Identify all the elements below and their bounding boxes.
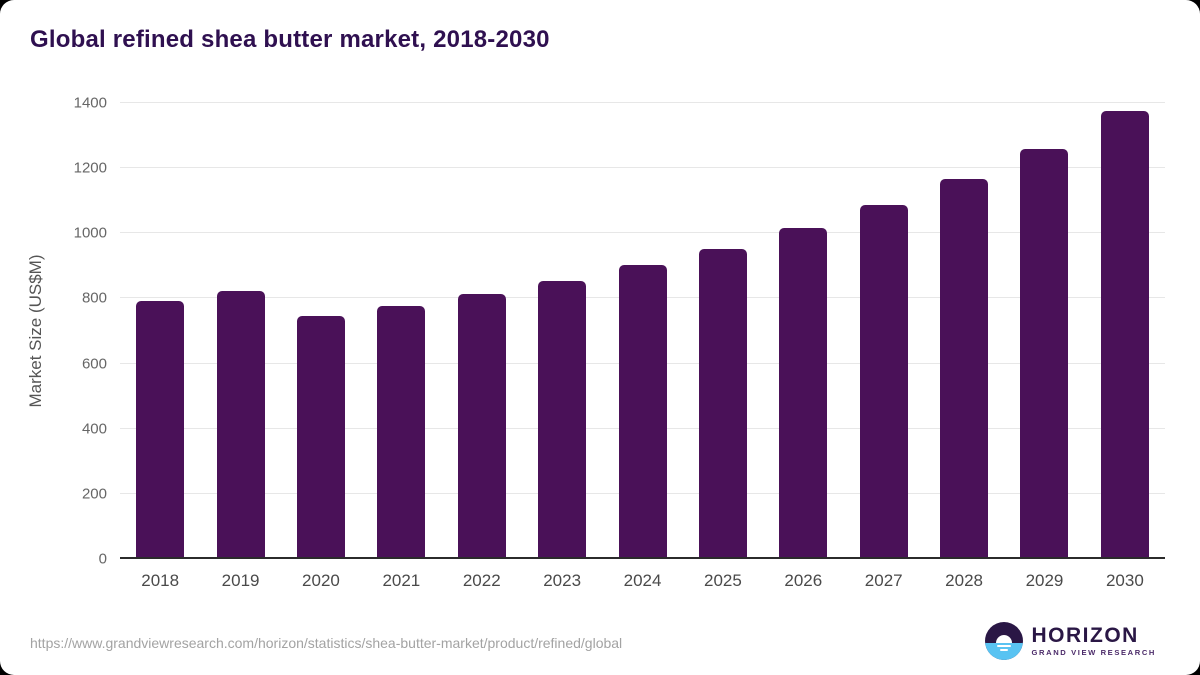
source-url: https://www.grandviewresearch.com/horizo… — [30, 635, 623, 651]
bar-column: 2019 — [200, 103, 280, 590]
x-tick-label: 2021 — [382, 571, 421, 590]
bar-column: 2022 — [442, 103, 522, 590]
y-tick-label: 1000 — [73, 224, 107, 242]
gridline — [120, 102, 1165, 103]
bar-2024 — [618, 264, 667, 559]
bar-2025 — [698, 248, 747, 559]
gridline — [120, 167, 1165, 169]
logo-text: HORIZON GRAND VIEW RESEARCH — [1032, 625, 1156, 657]
bar-column: 2028 — [924, 103, 1004, 590]
bar-2030 — [1100, 111, 1149, 559]
bar-column: 2021 — [361, 103, 441, 590]
bar-column: 2029 — [1004, 103, 1084, 590]
x-tick-label: 2024 — [623, 571, 662, 590]
bar-column: 2026 — [763, 103, 843, 590]
logo-name: HORIZON — [1031, 624, 1139, 648]
x-tick-label: 2026 — [784, 571, 823, 590]
x-tick-label: 2022 — [462, 571, 501, 590]
bar-column: 2025 — [683, 103, 763, 590]
bar-2021 — [377, 305, 426, 559]
chart-title: Global refined shea butter market, 2018-… — [30, 26, 550, 53]
logo-reflection-line — [999, 648, 1008, 651]
y-tick-label: 0 — [98, 550, 107, 568]
bar-2019 — [216, 291, 265, 559]
x-tick-label: 2028 — [945, 571, 984, 590]
x-tick-label: 2023 — [543, 571, 582, 590]
horizon-logo: HORIZON GRAND VIEW RESEARCH — [984, 622, 1156, 660]
bar-column: 2023 — [522, 103, 602, 590]
bar-column: 2018 — [120, 103, 200, 590]
bar-column: 2024 — [602, 103, 682, 590]
bar-2020 — [296, 315, 345, 559]
bar-column: 2030 — [1085, 103, 1165, 590]
y-tick-label: 1400 — [73, 94, 107, 112]
x-tick-label: 2018 — [141, 571, 180, 590]
bar-2027 — [859, 205, 908, 559]
x-tick-label: 2027 — [864, 571, 903, 590]
y-tick-label: 1200 — [73, 159, 107, 177]
x-tick-label: 2020 — [302, 571, 340, 590]
bars-row: 2018 2019 2020 2021 2022 2023 2024 2025 2026 2027… — [120, 103, 1165, 590]
plot-area: 0 200 400 600 800 1000 1200 1400 2018 2019 2020 20… — [74, 95, 1165, 590]
y-tick-label: 400 — [81, 420, 107, 438]
x-tick-label: 2025 — [704, 571, 742, 590]
x-axis-line — [120, 557, 1165, 559]
y-tick-label: 600 — [81, 355, 107, 373]
bar-column: 2027 — [844, 103, 924, 590]
x-tick-label: 2019 — [221, 571, 260, 590]
gridline — [120, 232, 1165, 234]
y-tick-label: 800 — [81, 289, 107, 307]
footer: https://www.grandviewresearch.com/horizo… — [0, 613, 1200, 675]
bar-2028 — [940, 179, 989, 559]
y-tick-label: 200 — [81, 485, 107, 503]
logo-sun-shape — [995, 634, 1012, 643]
y-axis-title: Market Size (US$M) — [26, 254, 45, 408]
bar-2018 — [136, 300, 185, 559]
bar-2022 — [457, 293, 506, 559]
bar-2026 — [779, 228, 828, 559]
logo-sea-shape — [984, 642, 1023, 660]
bar-2029 — [1020, 148, 1069, 559]
bar-column: 2020 — [281, 103, 361, 590]
bar-2023 — [538, 280, 587, 559]
logo-tagline: GRAND VIEW RESEARCH — [1031, 648, 1156, 658]
horizon-sun-over-sea-icon — [984, 622, 1023, 660]
x-tick-label: 2030 — [1105, 571, 1144, 590]
x-tick-label: 2029 — [1025, 571, 1064, 590]
logo-reflection-line — [996, 644, 1011, 647]
